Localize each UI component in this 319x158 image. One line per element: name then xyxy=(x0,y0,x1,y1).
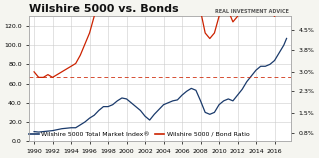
Text: Wilshire 5000 vs. Bonds: Wilshire 5000 vs. Bonds xyxy=(29,4,179,14)
Text: REAL INVESTMENT ADVICE: REAL INVESTMENT ADVICE xyxy=(215,9,289,14)
Legend: Wilshire 5000 Total Market Index®, Wilshire 5000 / Bond Ratio: Wilshire 5000 Total Market Index®, Wilsh… xyxy=(27,129,252,139)
